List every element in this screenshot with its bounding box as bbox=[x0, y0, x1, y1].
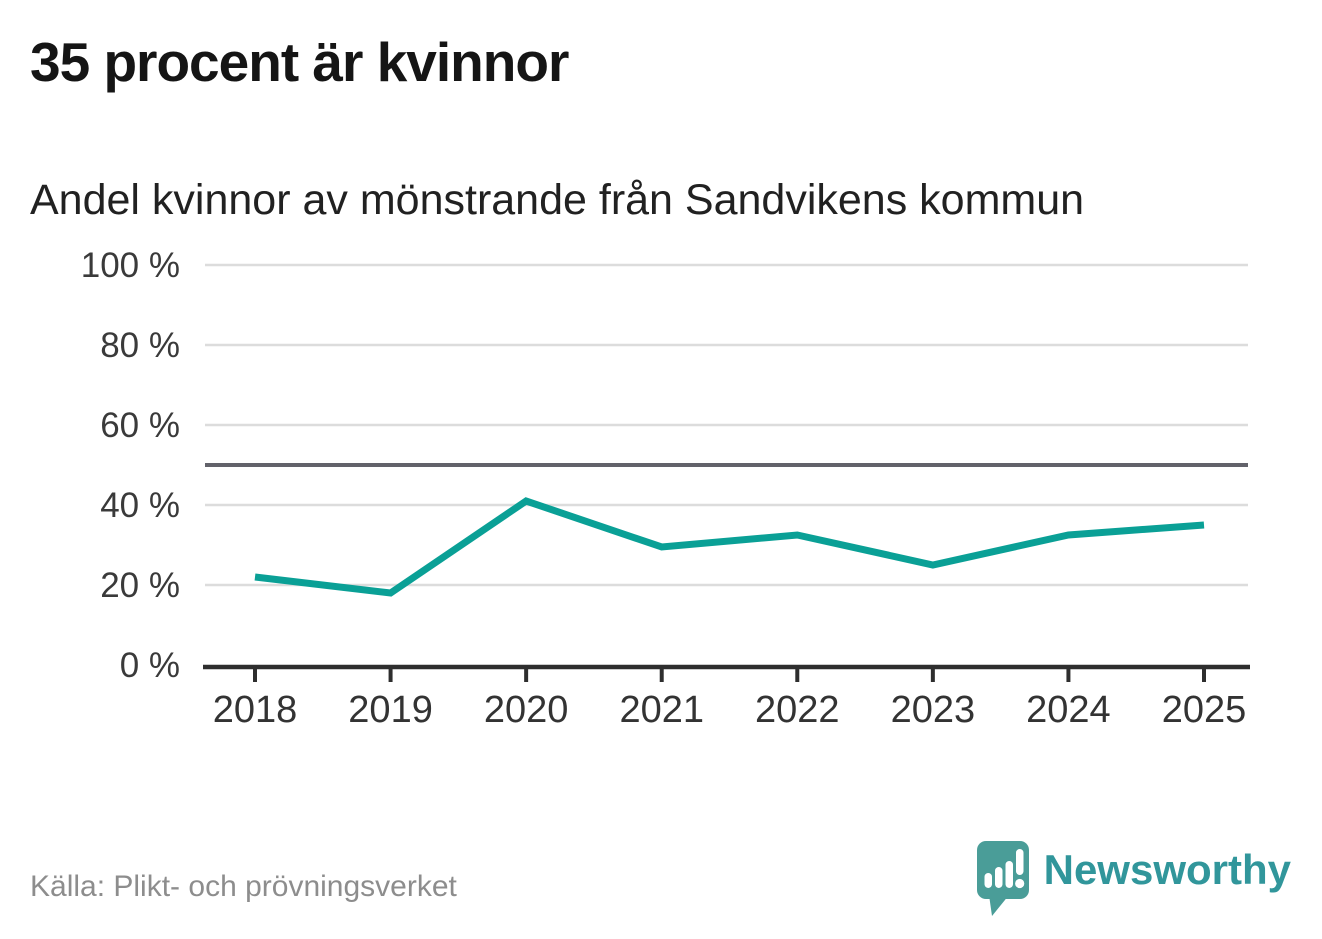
x-axis-label-2023: 2023 bbox=[891, 689, 976, 731]
y-axis-label-80: 80 % bbox=[100, 326, 180, 365]
x-axis-label-2025: 2025 bbox=[1162, 689, 1247, 731]
chart-subtitle: Andel kvinnor av mönstrande från Sandvik… bbox=[30, 176, 1085, 224]
x-axis-label-2019: 2019 bbox=[348, 689, 433, 731]
y-axis-label-40: 40 % bbox=[100, 486, 180, 525]
x-axis-label-2022: 2022 bbox=[755, 689, 840, 731]
chart-headline: 35 procent är kvinnor bbox=[30, 31, 569, 93]
x-axis-label-2020: 2020 bbox=[484, 689, 569, 731]
y-axis-label-60: 60 % bbox=[100, 406, 180, 445]
newsworthy-logo-text: Newsworthy bbox=[1043, 846, 1291, 893]
source-note: Källa: Plikt- och prövningsverket bbox=[30, 870, 457, 903]
data-line bbox=[254, 497, 1205, 597]
x-axis-label-2021: 2021 bbox=[619, 689, 704, 731]
newsworthy-logo: Newsworthy bbox=[976, 841, 1291, 917]
newsworthy-logo-icon bbox=[976, 841, 1029, 916]
x-axis-label-2018: 2018 bbox=[213, 689, 298, 731]
y-axis-label-100: 100 % bbox=[81, 246, 180, 285]
y-axis-label-20: 20 % bbox=[100, 566, 180, 605]
x-axis-label-2024: 2024 bbox=[1026, 689, 1111, 731]
y-axis-label-0: 0 % bbox=[120, 646, 180, 685]
